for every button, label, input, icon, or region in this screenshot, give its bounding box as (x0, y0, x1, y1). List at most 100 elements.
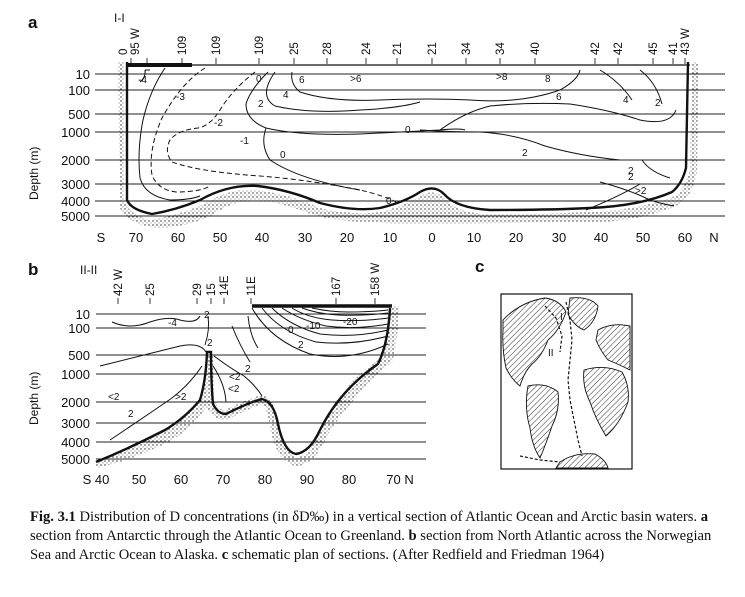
contour-label: 2 (628, 172, 634, 183)
panel-a-depth-labels: 10 100 500 1000 2000 3000 4000 5000 (61, 67, 90, 224)
depth-tick: 5000 (61, 209, 90, 224)
lat-tick: 30 (552, 230, 566, 245)
lat-tick: 70 (216, 472, 230, 487)
contour-label: 2 (204, 310, 210, 321)
lat-tick: 30 (298, 230, 312, 245)
lat-tick: 60 (678, 230, 692, 245)
contour-label: 2 (245, 364, 251, 375)
panel-c: c I II (475, 257, 633, 470)
depth-tick: 500 (68, 107, 90, 122)
map-label-ii: II (548, 348, 554, 359)
station-label: 42 W (113, 269, 125, 296)
station-label: 15 (206, 283, 218, 296)
contour-label: -3 (176, 92, 185, 103)
depth-tick: 2000 (61, 395, 90, 410)
contour-label: <2 (228, 384, 240, 395)
contour-label: 0 (280, 150, 286, 161)
contour-label: -4 (168, 318, 177, 329)
depth-tick: 3000 (61, 416, 90, 431)
station-label: 21 (427, 42, 439, 55)
depth-tick: 500 (68, 348, 90, 363)
lat-tick: 10 (467, 230, 481, 245)
contour-label: >2 (175, 392, 187, 403)
contour-label: 2 (128, 409, 134, 420)
depth-tick: 4000 (61, 435, 90, 450)
contour-label: >8 (496, 72, 508, 83)
station-label: 43 W (680, 28, 692, 55)
station-label: 42 (590, 42, 602, 55)
caption-fig-label: Fig. 3.1 (30, 509, 76, 525)
contour-label: 2 (628, 166, 634, 177)
station-label: 11E (246, 276, 258, 296)
panel-b-letter: b (28, 260, 38, 279)
map-antarctica (555, 453, 609, 469)
map-label-i: I (560, 312, 563, 323)
section-b-name: II-II (80, 263, 97, 277)
map-africa (583, 367, 629, 437)
caption-text-2: section from Antarctic through the Atlan… (30, 528, 409, 544)
panel-a-station-ticks (130, 58, 686, 64)
panel-b-depth-labels: 10 100 500 1000 2000 3000 4000 5000 (61, 307, 90, 467)
contour-label: >2 (635, 186, 647, 197)
station-label: 25 (145, 283, 157, 296)
panel-b-lat-labels: S 40 50 60 70 80 90 80 70 N (83, 472, 414, 487)
station-label: 34 (461, 42, 473, 55)
section-a-name: I-I (114, 11, 125, 25)
lat-tick: 50 (132, 472, 146, 487)
station-label: 21 (392, 42, 404, 55)
station-label: 29 (192, 283, 204, 296)
lat-tick: 60 (171, 230, 185, 245)
map-north-america (502, 297, 567, 387)
lat-tick: S 40 (83, 472, 110, 487)
contour-label: 0 (288, 325, 294, 336)
station-label: 25 (289, 42, 301, 55)
contour-label: -2 (214, 118, 223, 129)
panel-b-depth-grid (96, 313, 426, 460)
station-label: 0 (118, 49, 130, 55)
depth-tick: 5000 (61, 452, 90, 467)
panel-c-letter: c (475, 257, 484, 276)
panel-a-depth-grid (95, 73, 725, 217)
depth-tick: 1000 (61, 125, 90, 140)
figure-caption: Fig. 3.1 Distribution of D concentration… (30, 508, 720, 565)
caption-letter-a: a (700, 509, 709, 525)
contour-label: 0 (256, 74, 262, 85)
depth-tick: 2000 (61, 153, 90, 168)
station-label: 45 (648, 42, 660, 55)
contour-label: 4 (623, 95, 629, 106)
station-label: 109 (254, 36, 266, 55)
station-label: 167 (331, 277, 343, 296)
depth-tick: 100 (68, 321, 90, 336)
lat-tick: S (97, 230, 106, 245)
lat-tick: 40 (594, 230, 608, 245)
station-label: 109 (211, 36, 223, 55)
station-label: 24 (361, 42, 373, 55)
contour-label: 2 (207, 338, 213, 349)
panel-a-contours (138, 67, 677, 211)
caption-text-3: section from North Atlantic across the N… (30, 528, 712, 563)
station-label: 14E (219, 275, 231, 296)
contour-label: -10 (306, 321, 321, 332)
depth-tick: 3000 (61, 177, 90, 192)
lat-tick: 50 (213, 230, 227, 245)
depth-tick: 10 (76, 307, 90, 322)
station-label: 109 (177, 36, 189, 55)
lat-tick: 80 (342, 472, 356, 487)
contour-label: -4 (138, 75, 147, 86)
panel-b-station-ticks (117, 298, 376, 304)
panel-a: a I-I 0 95 W 109 (27, 11, 725, 245)
panel-b-seafloor-stipple (96, 306, 399, 468)
lat-tick: 10 (383, 230, 397, 245)
caption-letter-b: b (408, 528, 417, 544)
contour-label: 0 (386, 196, 392, 207)
lat-tick: 70 (129, 230, 143, 245)
contour-label: -1 (240, 136, 249, 147)
map-section-track-i (565, 301, 583, 457)
contour-label: 2 (298, 340, 304, 351)
lat-tick: 60 (174, 472, 188, 487)
contour-label: 8 (545, 74, 551, 85)
contour-label: -20 (343, 317, 358, 328)
depth-tick: 4000 (61, 194, 90, 209)
lat-tick: 80 (258, 472, 272, 487)
